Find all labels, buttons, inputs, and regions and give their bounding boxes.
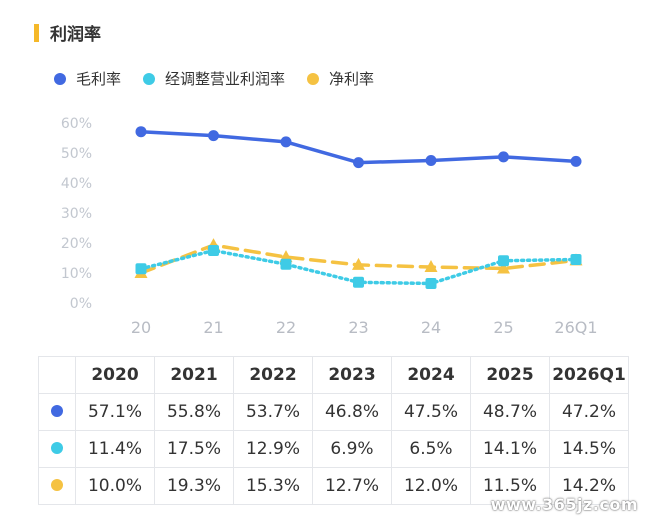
data-point — [498, 255, 509, 267]
data-point — [425, 278, 437, 289]
row-marker-cell — [38, 430, 76, 468]
table-header-cell: 2021 — [154, 356, 234, 394]
row-marker-cell — [38, 393, 76, 431]
x-tick-label: 24 — [421, 318, 441, 337]
x-tick-label: 26Q1 — [554, 318, 597, 337]
data-point — [425, 155, 437, 166]
y-tick-label: 0% — [70, 296, 92, 312]
data-point — [498, 151, 509, 163]
data-point — [280, 136, 292, 148]
y-tick-label: 30% — [61, 206, 92, 222]
table-header-cell: 2024 — [391, 356, 471, 394]
data-point — [135, 263, 147, 275]
legend-dot-icon — [307, 72, 320, 85]
legend-item-adjusted-operating-margin: 经调整营业利润率 — [143, 68, 285, 89]
data-point — [353, 276, 364, 288]
data-point — [424, 260, 438, 272]
table-cell: 14.5% — [549, 430, 629, 468]
legend-dot-icon — [54, 72, 66, 85]
table-cell: 14.1% — [470, 430, 550, 468]
series-dot-icon — [51, 405, 63, 417]
table-cell: 47.5% — [391, 393, 471, 431]
table-header-cell: 2023 — [312, 356, 392, 394]
data-point — [352, 257, 365, 270]
table-cell: 46.8% — [312, 393, 392, 431]
data-point — [280, 258, 292, 270]
legend-item-net-margin: 净利率 — [307, 68, 374, 89]
series-dot-icon — [51, 442, 63, 454]
y-tick-label: 60% — [61, 116, 92, 132]
table-cell: 12.9% — [233, 430, 313, 468]
legend-dot-icon — [143, 72, 156, 85]
data-point — [135, 126, 147, 138]
table-header-cell: 2020 — [75, 356, 155, 394]
data-point — [208, 130, 219, 142]
legend-item-gross-margin: 毛利率 — [54, 68, 121, 89]
table-cell: 12.7% — [312, 467, 392, 505]
data-point — [497, 261, 510, 274]
x-tick-label: 23 — [348, 318, 368, 337]
table-header-cell: 2025 — [470, 356, 550, 394]
table-cell: 12.0% — [391, 467, 471, 505]
data-point — [570, 254, 582, 265]
table-header-cell: 2026Q1 — [549, 356, 629, 394]
y-tick-label: 40% — [61, 176, 92, 192]
legend-label: 净利率 — [329, 70, 375, 88]
table-cell: 14.2% — [549, 467, 629, 505]
y-tick-label: 10% — [61, 266, 92, 282]
data-point — [208, 245, 219, 256]
table-header-cell: 2022 — [233, 356, 313, 394]
table-row: 10.0% 19.3% 15.3% 12.7% 12.0% 11.5% 14.2… — [38, 467, 629, 505]
line-chart: 0% 10% 20% 30% 40% 50% 60% 20 21 22 23 24 25 26Q1 — [61, 116, 598, 337]
table-cell: 11.5% — [470, 467, 550, 505]
table-row: 57.1% 55.8% 53.7% 46.8% 47.5% 48.7% 47.2… — [38, 393, 629, 431]
y-tick-label: 20% — [61, 236, 92, 252]
data-point — [570, 155, 582, 167]
legend: 毛利率 经调整营业利润率 净利率 — [54, 68, 396, 89]
legend-label: 经调整营业利润率 — [165, 70, 286, 88]
chart-title: 利润率 — [50, 25, 101, 45]
table-cell: 57.1% — [75, 393, 155, 431]
title-accent-bar — [34, 24, 39, 42]
table-cell: 6.9% — [312, 430, 392, 468]
table-cell: 47.2% — [549, 393, 629, 431]
x-tick-label: 20 — [131, 318, 151, 337]
x-tick-label: 21 — [203, 318, 223, 337]
table-cell: 10.0% — [75, 467, 155, 505]
table-cell: 11.4% — [75, 430, 155, 468]
table-cell: 17.5% — [154, 430, 234, 468]
table-cell: 48.7% — [470, 393, 550, 431]
data-point — [353, 157, 364, 169]
row-marker-cell — [38, 467, 76, 505]
x-tick-label: 25 — [493, 318, 513, 337]
table-cell: 6.5% — [391, 430, 471, 468]
table-header-row: 2020 2021 2022 2023 2024 2025 2026Q1 — [38, 356, 629, 394]
x-tick-label: 22 — [276, 318, 296, 337]
table-cell: 15.3% — [233, 467, 313, 505]
legend-label: 毛利率 — [76, 70, 122, 88]
series-dot-icon — [51, 479, 63, 491]
table-row: 11.4% 17.5% 12.9% 6.9% 6.5% 14.1% 14.5% — [38, 430, 629, 468]
table-cell: 55.8% — [154, 393, 234, 431]
table-corner-cell — [38, 356, 76, 394]
table-cell: 19.3% — [154, 467, 234, 505]
data-table: 2020 2021 2022 2023 2024 2025 2026Q1 57.… — [38, 356, 629, 505]
watermark: www.365jz.com — [490, 495, 638, 514]
y-tick-label: 50% — [61, 146, 92, 162]
table-cell: 53.7% — [233, 393, 313, 431]
